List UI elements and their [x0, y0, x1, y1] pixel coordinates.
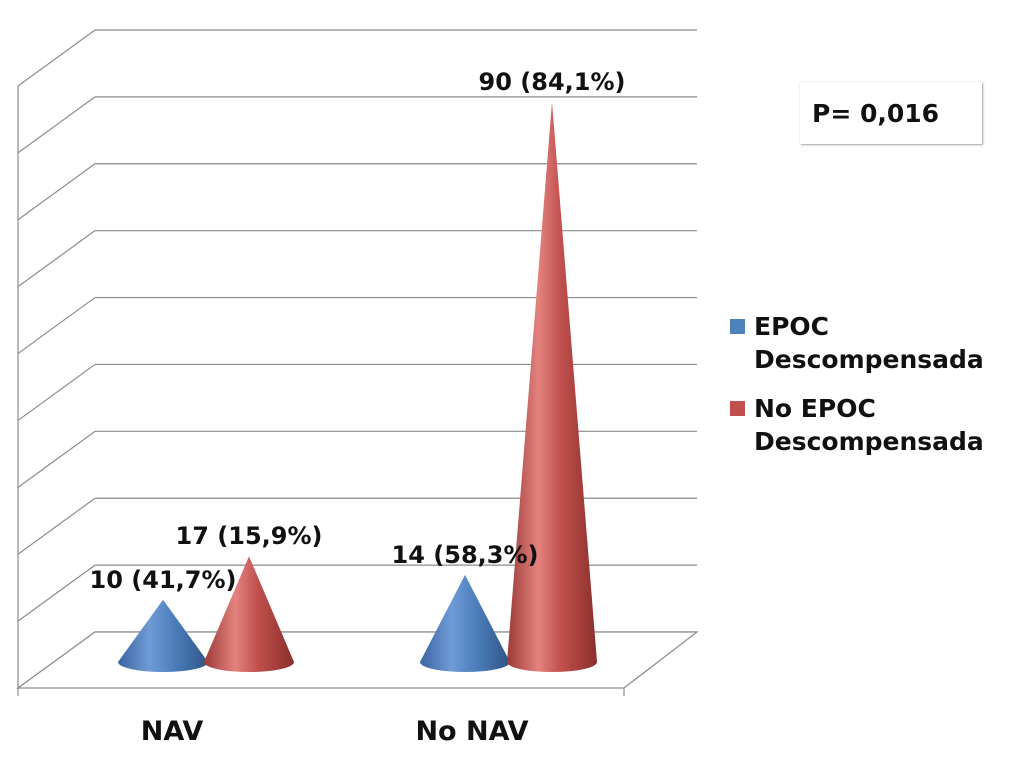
cones [118, 102, 597, 672]
legend-label-epoc: EPOC Descompensada [754, 312, 984, 374]
legend-item-no-epoc: No EPOC Descompensada [730, 392, 1020, 458]
category-label-1: No NAV [415, 716, 528, 747]
gridlines [17, 29, 697, 689]
cone-0-1 [204, 556, 294, 672]
data-label-0-1: 17 (15,9%) [176, 522, 323, 550]
legend-swatch-blue [730, 319, 745, 334]
cone-1-0 [420, 574, 510, 672]
data-labels: 10 (41,7%) 17 (15,9%) 14 (58,3%) 90 (84,1%) [90, 68, 626, 594]
data-label-1-1: 90 (84,1%) [479, 68, 626, 96]
category-label-0: NAV [141, 716, 204, 747]
p-value-text: P= 0,016 [812, 98, 940, 128]
data-label-1-0: 14 (58,3%) [392, 541, 539, 569]
legend-swatch-red [730, 401, 745, 416]
p-value-box: P= 0,016 [800, 82, 982, 144]
category-labels: NAV No NAV [141, 716, 529, 747]
cone-0-0 [118, 599, 208, 672]
legend-item-epoc: EPOC Descompensada [730, 310, 1020, 376]
data-label-0-0: 10 (41,7%) [90, 566, 237, 594]
cone-1-1 [507, 102, 597, 672]
legend: EPOC Descompensada No EPOC Descompensada [730, 310, 1020, 474]
legend-label-no-epoc: No EPOC Descompensada [754, 394, 984, 456]
